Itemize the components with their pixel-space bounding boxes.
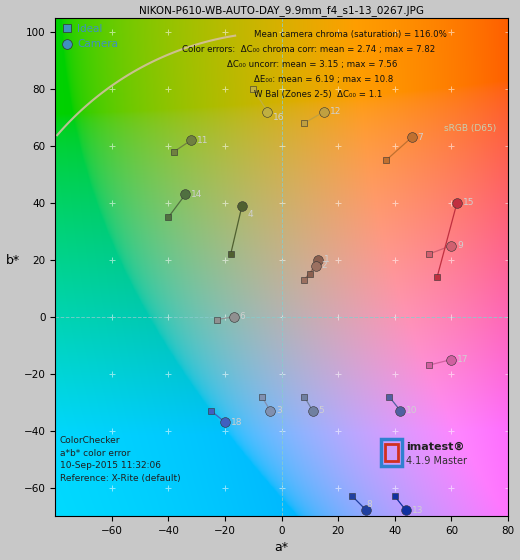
Text: 4.1.9 Master: 4.1.9 Master xyxy=(406,456,467,466)
Text: 14: 14 xyxy=(191,190,202,199)
Text: 16: 16 xyxy=(273,113,284,122)
Legend: Ideal, Camera: Ideal, Camera xyxy=(57,20,122,53)
Text: sRGB (D65): sRGB (D65) xyxy=(444,124,497,133)
Text: 3: 3 xyxy=(276,407,282,416)
Y-axis label: b*: b* xyxy=(6,254,20,267)
Text: 4: 4 xyxy=(248,210,253,219)
Text: 2: 2 xyxy=(321,261,327,270)
Text: 11: 11 xyxy=(197,136,208,144)
X-axis label: a*: a* xyxy=(275,542,289,554)
Text: Color errors:  ΔC₀₀ chroma corr: mean = 2.74 ; max = 7.82: Color errors: ΔC₀₀ chroma corr: mean = 2… xyxy=(182,45,435,54)
Text: ΔE₀₀: mean = 6.19 ; max = 10.8: ΔE₀₀: mean = 6.19 ; max = 10.8 xyxy=(254,75,394,84)
Text: 5: 5 xyxy=(318,407,324,416)
Text: ΔC₀₀ uncorr: mean = 3.15 ; max = 7.56: ΔC₀₀ uncorr: mean = 3.15 ; max = 7.56 xyxy=(227,60,398,69)
Text: 13: 13 xyxy=(412,506,423,515)
Text: 6: 6 xyxy=(239,312,245,321)
Text: imatest®: imatest® xyxy=(406,441,464,451)
Title: NIKON-P610-WB-AUTO-DAY_9.9mm_f4_s1-13_0267.JPG: NIKON-P610-WB-AUTO-DAY_9.9mm_f4_s1-13_02… xyxy=(139,6,424,16)
Text: W Bal (Zones 2-5)  ΔC₀₀ = 1.1: W Bal (Zones 2-5) ΔC₀₀ = 1.1 xyxy=(254,90,383,99)
Text: ColorChecker
a*b* color error
10-Sep-2015 11:32:06
Reference: X-Rite (default): ColorChecker a*b* color error 10-Sep-201… xyxy=(60,436,180,483)
Text: Mean camera chroma (saturation) = 116.0%: Mean camera chroma (saturation) = 116.0% xyxy=(254,30,447,39)
Text: 12: 12 xyxy=(330,107,341,116)
Text: 8: 8 xyxy=(367,500,372,509)
Text: 18: 18 xyxy=(231,418,242,427)
Text: 15: 15 xyxy=(463,198,474,207)
Text: 9: 9 xyxy=(457,241,463,250)
Text: 17: 17 xyxy=(457,355,469,364)
Text: 1: 1 xyxy=(324,255,330,264)
Text: 7: 7 xyxy=(418,133,423,142)
Text: 10: 10 xyxy=(406,407,418,416)
